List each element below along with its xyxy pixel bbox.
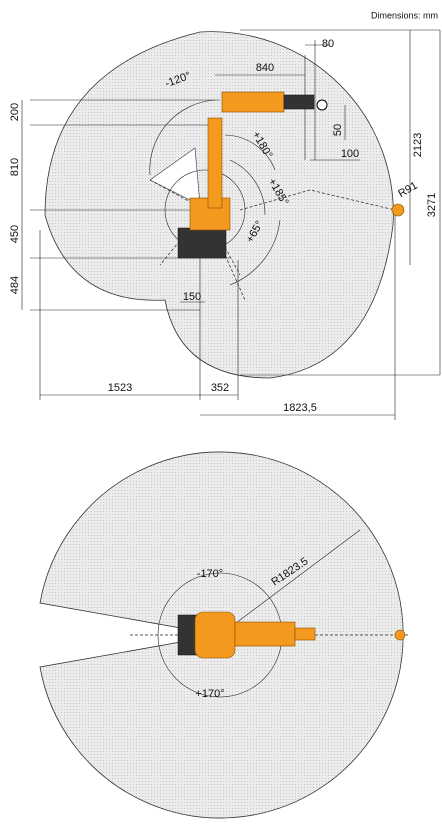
wrist [283,94,315,110]
forearm [221,91,285,113]
base [177,227,227,259]
angle: +170° [195,688,224,700]
dim: 840 [256,62,274,74]
dim: 100 [341,148,359,160]
dim: 484 [9,276,21,294]
arm [234,621,296,647]
dim: 1823,5 [283,402,317,414]
dim: R91 [396,180,419,200]
dim: 80 [322,38,334,50]
tcp [316,99,328,111]
dim: 810 [9,158,21,176]
turret [194,611,236,659]
angle: -170° [197,568,223,580]
arm [207,117,223,209]
dim: 2123 [412,133,424,157]
dim: 150 [183,291,201,303]
tool-end [391,203,405,217]
dim: 352 [211,382,229,394]
tool-end [394,629,406,641]
wrist [294,627,316,641]
units-note: Dimensions: mm [371,10,438,20]
inner-zone [149,147,201,206]
dim: 3271 [426,193,438,217]
top-view [39,451,410,819]
dim: 1523 [108,382,132,394]
side-view [21,29,441,420]
dim-lines [21,29,441,420]
dim: 450 [9,225,21,243]
dim: 50 [332,124,344,136]
dim: 200 [9,103,21,121]
